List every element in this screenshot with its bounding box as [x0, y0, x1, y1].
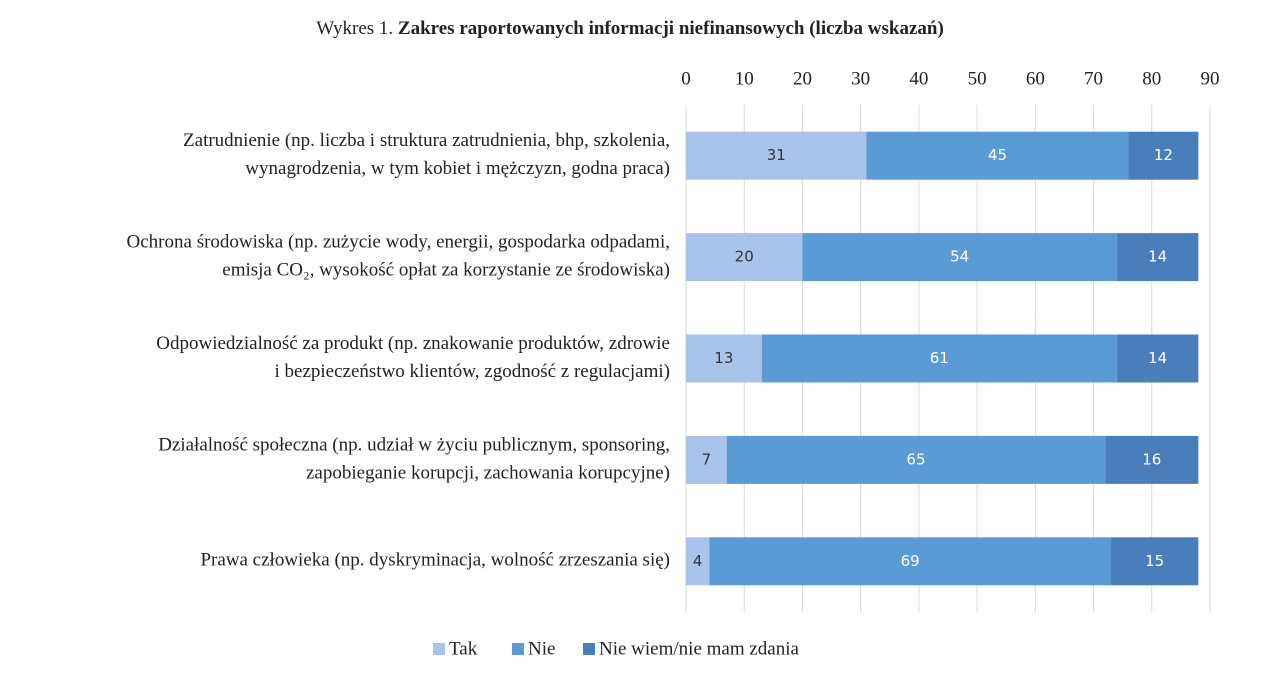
- legend-swatch: [433, 643, 445, 655]
- legend-label: Nie: [528, 638, 555, 659]
- x-tick-label: 30: [851, 68, 870, 89]
- legend-label: Tak: [449, 638, 478, 659]
- data-label: 69: [901, 552, 920, 570]
- category-label: i bezpieczeństwo klientów, zgodność z re…: [274, 361, 670, 382]
- x-tick-label: 40: [909, 68, 928, 89]
- data-label: 14: [1148, 248, 1167, 266]
- bar-segment: [686, 131, 867, 180]
- bar-segment: [1128, 131, 1199, 180]
- x-tick-label: 20: [793, 68, 812, 89]
- bar-segment: [1105, 435, 1199, 484]
- bar-segment: [802, 233, 1117, 282]
- bar-segment: [726, 435, 1106, 484]
- x-tick-label: 50: [968, 68, 987, 89]
- x-tick-label: 60: [1026, 68, 1045, 89]
- x-tick-label: 70: [1084, 68, 1103, 89]
- data-label: 65: [906, 450, 925, 468]
- category-label: wynagrodzenia, w tym kobiet i mężczyzn, …: [245, 158, 670, 179]
- data-label: 14: [1148, 349, 1167, 367]
- legend-swatch: [583, 643, 595, 655]
- data-label: 16: [1142, 450, 1161, 468]
- category-label: zapobieganie korupcji, zachowania korupc…: [306, 462, 670, 483]
- x-tick-label: 90: [1201, 68, 1220, 89]
- data-label: 61: [930, 349, 949, 367]
- chart-title: Wykres 1. Zakres raportowanych informacj…: [316, 18, 944, 39]
- bar-segment: [686, 233, 803, 282]
- x-tick-label: 0: [681, 68, 691, 89]
- category-label: Zatrudnienie (np. liczba i struktura zat…: [183, 130, 670, 151]
- legend-swatch: [512, 643, 524, 655]
- data-label: 4: [693, 552, 703, 570]
- data-label: 13: [714, 349, 733, 367]
- legend-label: Nie wiem/nie mam zdania: [599, 638, 800, 659]
- x-tick-label: 10: [735, 68, 754, 89]
- bar-segment: [1116, 334, 1199, 383]
- category-label: Prawa człowieka (np. dyskryminacja, woln…: [200, 550, 670, 571]
- category-label: emisja CO₂, wysokość opłat za korzystani…: [222, 259, 670, 280]
- title-main: Zakres raportowanych informacji niefinan…: [398, 18, 944, 39]
- data-label: 7: [702, 450, 712, 468]
- category-label: Działalność społeczna (np. udział w życi…: [158, 434, 670, 455]
- bar-segment: [686, 537, 710, 586]
- category-label: Ochrona środowiska (np. zużycie wody, en…: [127, 231, 670, 252]
- bar-segment: [709, 537, 1112, 586]
- bar-segment: [1111, 537, 1199, 586]
- data-label: 54: [950, 248, 969, 266]
- category-label: Odpowiedzialność za produkt (np. znakowa…: [156, 333, 670, 354]
- bar-segment: [1116, 233, 1199, 282]
- data-label: 31: [767, 146, 786, 164]
- x-tick-label: 80: [1142, 68, 1161, 89]
- bar-segment: [761, 334, 1117, 383]
- bar-segment: [686, 334, 762, 383]
- title-prefix: Wykres 1.: [316, 18, 393, 39]
- data-label: 45: [988, 146, 1007, 164]
- bar-segment: [866, 131, 1129, 180]
- data-label: 20: [735, 248, 754, 266]
- bar-segment: [686, 435, 727, 484]
- data-label: 12: [1154, 146, 1173, 164]
- data-label: 15: [1145, 552, 1164, 570]
